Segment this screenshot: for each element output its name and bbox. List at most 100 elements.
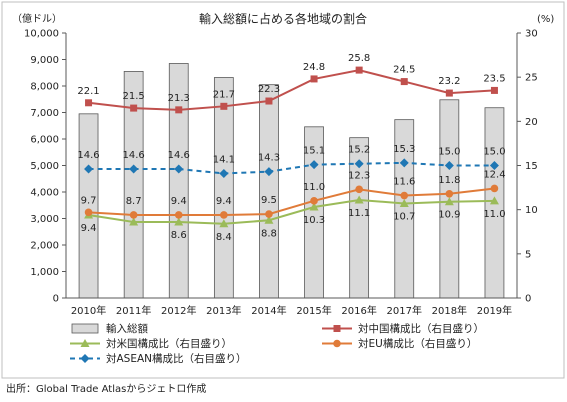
series-point-0: [220, 102, 228, 110]
series-point-1: [174, 217, 184, 226]
legend-swatch-marker: [80, 339, 90, 347]
series-point-0: [130, 104, 138, 112]
y-right-tick-label: 10: [525, 205, 538, 216]
y-left-tick-label: 4,000: [30, 188, 59, 199]
x-tick-label: 2013年: [206, 304, 241, 317]
series-point-1: [489, 196, 499, 205]
y-left-tick-label: 10,000: [24, 29, 59, 40]
series-point-1: [219, 219, 229, 228]
data-label-china: 25.8: [348, 53, 370, 64]
data-label-usa: 10.3: [303, 215, 325, 226]
series-point-1: [444, 197, 454, 206]
series-point-3: [354, 159, 364, 169]
data-label-china: 23.2: [438, 76, 460, 87]
data-label-asean: 14.6: [168, 150, 190, 161]
data-label-eu: 9.4: [171, 196, 187, 207]
series-point-2: [400, 191, 409, 200]
chart-svg: 輸入総額に占める各地域の割合 （億ドル） (%) 0 1,000 2,000 3,00…: [1, 1, 565, 379]
x-tick-label: 2014年: [251, 304, 286, 317]
y-right-tick-label: 15: [525, 161, 538, 172]
x-tick-label: 2019年: [477, 304, 512, 317]
x-tick-label: 2018年: [432, 304, 467, 317]
data-label-asean: 15.1: [303, 146, 325, 157]
data-label-china: 21.5: [123, 91, 145, 102]
series-point-2: [220, 211, 228, 219]
y-left-tick-label: 8,000: [30, 82, 59, 93]
x-tick-label: 2012年: [161, 304, 196, 317]
data-label-eu: 11.6: [393, 177, 415, 188]
y-right-tick-label: 5: [525, 249, 531, 260]
y-left-tick-label: 0: [53, 294, 59, 305]
series-point-3: [264, 167, 274, 177]
data-label-asean: 15.3: [393, 144, 415, 155]
series-point-3: [174, 164, 184, 174]
data-label-eu: 11.8: [438, 175, 460, 186]
series-point-1: [129, 217, 139, 226]
bar-2013年: [213, 77, 234, 299]
data-label-asean: 14.6: [77, 150, 99, 161]
series-point-3: [309, 160, 319, 170]
data-label-asean: 14.1: [213, 154, 235, 165]
series-line-2: [88, 187, 495, 216]
data-label-asean: 15.0: [438, 147, 460, 158]
legend-label: 対ASEAN構成比（右目盛り）: [106, 352, 247, 365]
y-right-tick-label: 20: [525, 117, 538, 128]
x-tick-label: 2015年: [296, 304, 331, 317]
series-point-2: [445, 189, 454, 198]
legend-label: 対中国構成比（右目盛り）: [358, 322, 484, 335]
left-axis-unit: （億ドル）: [12, 12, 62, 25]
data-label-asean: 14.3: [258, 153, 280, 164]
data-label-eu: 11.0: [303, 182, 325, 193]
legend-label: 対EU構成比（右目盛り）: [358, 337, 477, 350]
right-axis-unit: (%): [537, 14, 554, 25]
series-point-1: [399, 198, 409, 207]
data-label-eu: 9.5: [261, 195, 277, 206]
series-point-2: [490, 184, 499, 193]
data-label-asean: 14.6: [123, 150, 145, 161]
series-point-2: [310, 197, 318, 205]
series-point-1: [264, 215, 274, 224]
data-label-usa: 11.1: [348, 208, 370, 219]
series-point-3: [84, 164, 94, 174]
series-point-0: [175, 106, 183, 114]
series-point-0: [445, 89, 453, 97]
data-label-eu: 8.7: [126, 196, 142, 207]
series-point-3: [219, 168, 229, 178]
legend-label: 輸入総額: [106, 322, 148, 335]
y-left-tick-label: 7,000: [30, 108, 59, 119]
legend-swatch-marker: [333, 339, 341, 348]
data-label-eu: 12.3: [348, 170, 370, 181]
series-point-3: [444, 161, 454, 170]
series-point-1: [309, 202, 319, 211]
x-tick-label: 2016年: [341, 304, 376, 317]
legend-label: 対米国構成比（右目盛り）: [106, 337, 232, 350]
data-label-usa: 8.6: [171, 230, 187, 241]
data-label-eu: 9.7: [81, 195, 97, 206]
series-point-0: [490, 86, 498, 94]
y-left-tick-label: 5,000: [30, 161, 59, 172]
source-note: 出所：Global Trade Atlasからジェトロ作成: [6, 384, 207, 395]
series-point-0: [265, 97, 273, 105]
series-point-0: [355, 66, 363, 74]
series-point-2: [174, 211, 183, 219]
data-label-usa: 9.4: [81, 223, 97, 234]
series-point-2: [129, 211, 138, 219]
data-label-usa: 11.0: [483, 209, 505, 220]
series-point-0: [310, 75, 318, 83]
data-label-china: 21.7: [213, 89, 235, 100]
data-label-usa: 10.9: [438, 210, 460, 221]
x-tick-label: 2017年: [387, 304, 422, 317]
data-label-china: 23.5: [483, 73, 505, 84]
series-point-2: [84, 208, 93, 217]
series-point-0: [85, 99, 93, 107]
data-label-china: 22.1: [77, 86, 99, 97]
data-label-china: 22.3: [258, 84, 280, 95]
data-label-usa: 10.7: [393, 211, 415, 222]
legend-swatch-bar: [71, 323, 99, 334]
bar-2014年: [259, 84, 279, 299]
legend-swatch-marker: [80, 354, 90, 363]
series-line-3: [88, 161, 495, 175]
data-label-asean: 15.2: [348, 145, 370, 156]
y-left-tick-label: 2,000: [30, 241, 59, 252]
